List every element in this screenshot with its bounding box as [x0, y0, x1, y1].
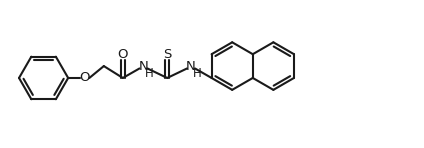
Text: O: O: [117, 48, 128, 61]
Text: H: H: [193, 67, 201, 80]
Text: S: S: [163, 48, 171, 61]
Text: H: H: [145, 67, 154, 80]
Text: N: N: [139, 60, 148, 73]
Text: O: O: [80, 71, 90, 85]
Text: N: N: [186, 60, 196, 73]
